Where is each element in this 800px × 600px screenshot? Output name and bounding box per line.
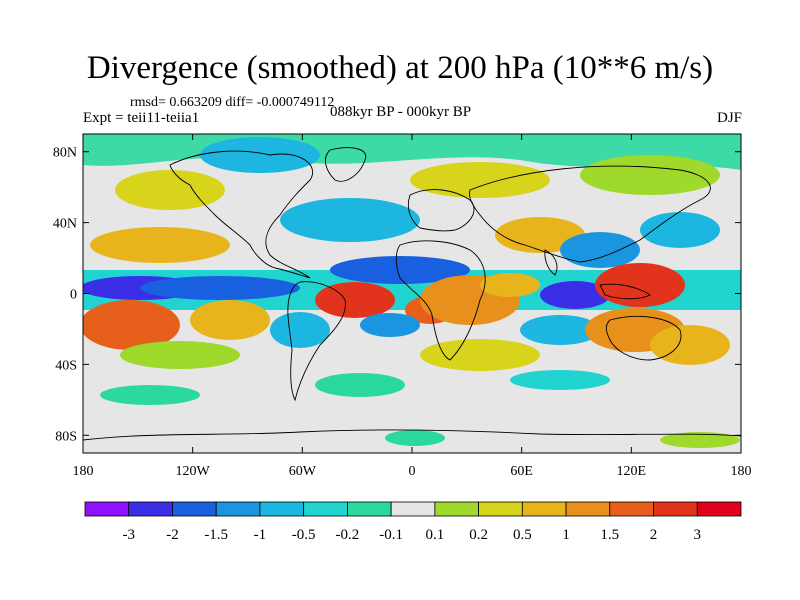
stats-label: rmsd= 0.663209 diff= -0.000749112 [130, 95, 335, 110]
colorbar-label: 0.5 [513, 527, 532, 543]
y-axis: 80N 40N 0 40S 80S [53, 146, 741, 444]
season-label: DJF [716, 110, 742, 126]
colorbar-swatch [172, 501, 217, 517]
colorbar-label: -0.5 [292, 527, 316, 543]
colorbar-swatch [653, 501, 698, 517]
colorbar-label: -3 [122, 527, 135, 543]
colorbar-label: -2 [166, 527, 179, 543]
colorbar-label: -1 [254, 527, 267, 543]
colorbar-label: 0.2 [469, 527, 488, 543]
colorbar-label: 0.1 [425, 527, 444, 543]
colorbar-label: 1.5 [600, 527, 619, 543]
y-tick-label: 80S [55, 429, 77, 444]
colorbar-swatch [609, 501, 654, 517]
colorbar-swatch [84, 501, 130, 517]
period-label: 088kyr BP - 000kyr BP [330, 104, 472, 120]
x-axis: 180 120W 60W 0 60E 120E 180 [73, 134, 752, 479]
colorbar-swatch [390, 501, 436, 517]
colorbar-swatch [346, 501, 392, 517]
colorbar-swatch [303, 501, 348, 517]
colorbar-swatch [696, 501, 742, 517]
y-tick-label: 40S [55, 358, 77, 373]
colorbar-label: 3 [694, 527, 702, 543]
colorbar: -3 -2 -1.5 -1 -0.5 -0.2 -0.1 0.1 0.2 0.5 1 1.5 2 3 [84, 501, 742, 543]
x-tick-label: 0 [409, 464, 416, 479]
x-tick-label: 120E [617, 464, 647, 479]
x-tick-label: 180 [73, 464, 94, 479]
colorbar-swatch [259, 501, 305, 517]
x-tick-label: 60W [289, 464, 317, 479]
colorbar-swatch [434, 501, 480, 517]
y-tick-label: 0 [70, 288, 77, 303]
colorbar-swatch [521, 501, 567, 517]
y-tick-label: 40N [53, 217, 77, 232]
colorbar-label: -0.2 [336, 527, 360, 543]
colorbar-label: 2 [650, 527, 658, 543]
x-tick-label: 180 [731, 464, 752, 479]
chart-title: Divergence (smoothed) at 200 hPa (10**6 … [86, 50, 714, 86]
colorbar-swatch [128, 501, 173, 517]
x-tick-label: 120W [176, 464, 211, 479]
colorbar-swatch [215, 501, 261, 517]
colorbar-label: -1.5 [204, 527, 228, 543]
colorbar-swatch [565, 501, 611, 517]
experiment-label: Expt = teii11-teiia1 [83, 110, 200, 126]
colorbar-label: -0.1 [379, 527, 403, 543]
y-tick-label: 80N [53, 146, 77, 161]
coastlines [83, 147, 741, 441]
colorbar-label: 1 [562, 527, 570, 543]
x-tick-label: 60E [510, 464, 533, 479]
colorbar-swatch [478, 501, 523, 517]
